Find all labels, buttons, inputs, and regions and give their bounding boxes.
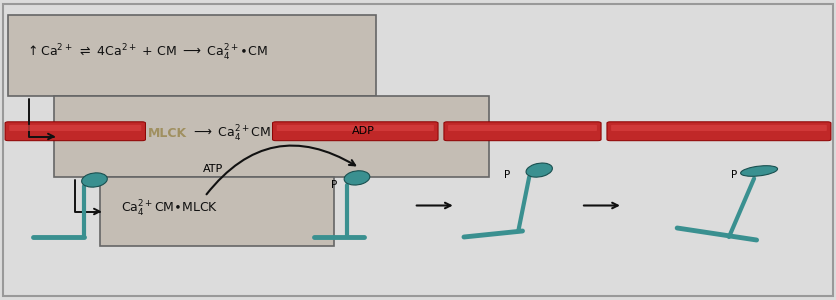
- Text: P: P: [331, 179, 337, 190]
- Ellipse shape: [344, 171, 370, 185]
- FancyBboxPatch shape: [9, 125, 141, 131]
- Text: $\longrightarrow$ Ca$_4^{2+}$CM$\bullet$MLCK: $\longrightarrow$ Ca$_4^{2+}$CM$\bullet$…: [187, 124, 315, 144]
- FancyBboxPatch shape: [5, 122, 145, 141]
- FancyBboxPatch shape: [277, 125, 434, 131]
- Text: ADP: ADP: [352, 125, 375, 136]
- Text: Ca$_4^{2+}$$\bullet$CM +: Ca$_4^{2+}$$\bullet$CM +: [71, 124, 148, 144]
- FancyBboxPatch shape: [444, 122, 601, 141]
- Text: Ca$_4^{2+}$CM$\bullet$MLCK: Ca$_4^{2+}$CM$\bullet$MLCK: [121, 199, 219, 218]
- FancyBboxPatch shape: [8, 15, 376, 96]
- FancyBboxPatch shape: [100, 177, 334, 246]
- FancyBboxPatch shape: [448, 125, 597, 131]
- Text: ATP: ATP: [203, 164, 223, 175]
- Ellipse shape: [741, 166, 777, 176]
- FancyBboxPatch shape: [54, 96, 489, 177]
- Text: $\uparrow$Ca$^{2+}$ $\rightleftharpoons$ 4Ca$^{2+}$ + CM $\longrightarrow$ Ca$_4: $\uparrow$Ca$^{2+}$ $\rightleftharpoons$…: [25, 42, 268, 62]
- FancyBboxPatch shape: [611, 125, 827, 131]
- FancyBboxPatch shape: [607, 122, 831, 141]
- Ellipse shape: [526, 163, 553, 177]
- Text: P: P: [732, 170, 737, 181]
- Ellipse shape: [82, 173, 107, 187]
- Text: P: P: [504, 170, 510, 181]
- FancyBboxPatch shape: [273, 122, 438, 141]
- Text: MLCK: MLCK: [148, 127, 187, 140]
